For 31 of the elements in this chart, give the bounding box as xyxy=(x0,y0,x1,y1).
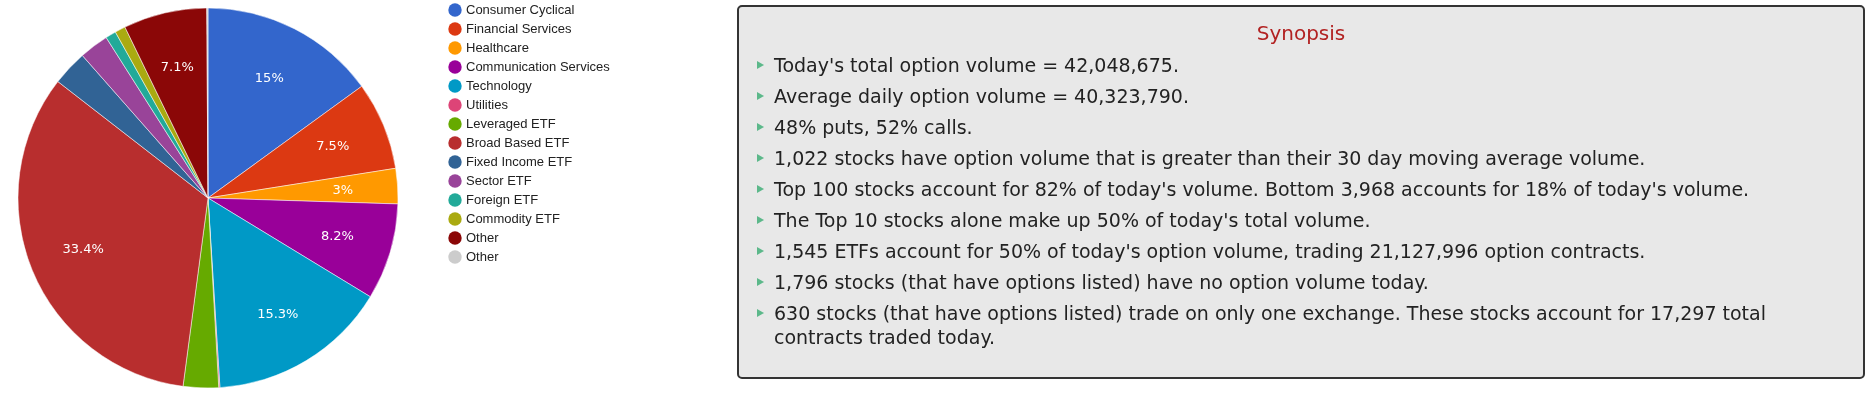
legend-label: Other xyxy=(466,230,500,245)
text: Average daily option volume = 40,323,790. xyxy=(774,84,1189,108)
data-label: 15% xyxy=(254,69,284,85)
data-label: 8.2% xyxy=(320,228,354,244)
text: 1,022 stocks have option volume that is greater than their 30 day moving average volume. xyxy=(774,146,1646,170)
legend-label: Leveraged ETF xyxy=(466,116,556,131)
text: Synopsis xyxy=(1255,21,1347,45)
legend-label: Broad Based ETF xyxy=(466,135,570,150)
legend-label: Communication Services xyxy=(466,59,611,74)
data-label: 7.5% xyxy=(316,138,350,154)
legend-label: Other xyxy=(466,249,500,264)
text: 1,545 ETFs account for 50% of today's option volume, trading 21,127,996 option contracts. xyxy=(774,239,1646,263)
legend-label: Healthcare xyxy=(466,40,529,55)
legend-label: Financial Services xyxy=(466,21,572,36)
text: Today's total option volume = 42,048,675. xyxy=(774,53,1179,77)
legend-label: Utilities xyxy=(466,97,509,112)
text: 630 stocks (that have options listed) trade on only one exchange. These stocks account for 17,297 total contracts traded today. xyxy=(774,301,1767,349)
legend-label: Fixed Income ETF xyxy=(466,154,573,169)
data-label: 33.4% xyxy=(62,241,104,257)
legend-label: Technology xyxy=(466,78,533,93)
legend-label: Sector ETF xyxy=(466,173,532,188)
text: Top 100 stocks account for 82% of today's volume. Bottom 3,968 accounts for 18% of today's volume. xyxy=(774,177,1750,201)
legend-label: Foreign ETF xyxy=(466,192,539,207)
data-label: 7.1% xyxy=(160,58,194,74)
data-label: 3% xyxy=(332,181,354,197)
text: 48% puts, 52% calls. xyxy=(774,115,973,139)
text: 1,796 stocks (that have options listed) have no option volume today. xyxy=(774,270,1429,294)
text: The Top 10 stocks alone make up 50% of today's total volume. xyxy=(774,208,1371,232)
legend-label: Commodity ETF xyxy=(466,211,560,226)
data-label: 15.3% xyxy=(257,305,299,321)
legend-label: Consumer Cyclical xyxy=(466,2,575,17)
